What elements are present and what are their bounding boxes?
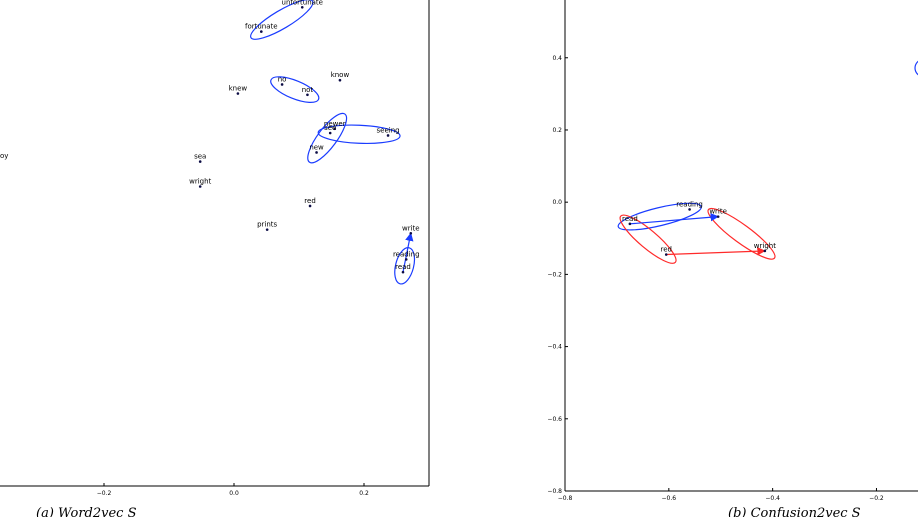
- point-fortunate: [260, 30, 263, 33]
- word-label-unfortunate: unfortunate: [282, 0, 323, 6]
- word-label-wright: wright: [754, 242, 776, 250]
- word-label-not: not: [302, 86, 314, 94]
- point-write: [409, 231, 413, 235]
- x-tick-label: −0.8: [558, 495, 573, 502]
- word-label-new: new: [309, 143, 324, 151]
- point-reading: [688, 208, 691, 211]
- cluster-ellipse: [307, 112, 348, 164]
- word-label-truncated: oy: [0, 152, 8, 160]
- y-tick-label: 0.0: [552, 199, 562, 206]
- point-see: [328, 131, 332, 135]
- word-label-sea: sea: [194, 153, 206, 161]
- point-read: [628, 222, 632, 226]
- cluster-ellipse: [250, 0, 314, 40]
- x-tick-label: −0.6: [662, 495, 677, 502]
- y-tick-label: −0.8: [547, 488, 562, 495]
- point-reading: [404, 258, 408, 261]
- x-tick-label: −0.2: [97, 490, 112, 497]
- y-tick-label: 0.2: [552, 127, 562, 134]
- cluster-ellipse-partial: [914, 60, 918, 76]
- y-tick-label: −0.6: [547, 416, 562, 423]
- x-tick-label: 0.0: [229, 490, 239, 497]
- point-newer: [333, 127, 337, 131]
- word-label-reading: reading: [393, 250, 420, 258]
- panel-confusion2vec: −0.8 −0.6 −0.4 −0.2 0.4 0.2 0.0 −0.2 −0.4 −0.6 −0.…: [547, 0, 918, 517]
- word-label-newer: newer: [324, 120, 346, 128]
- x-tick-label: −0.2: [869, 495, 884, 502]
- cluster-ellipse: [617, 202, 702, 231]
- word-label-wright: wright: [189, 178, 211, 186]
- point-unfortunate: [300, 5, 304, 9]
- x-tick-label: 0.2: [359, 490, 369, 497]
- word-label-read: read: [622, 215, 638, 223]
- point-knew: [236, 92, 240, 95]
- point-read: [401, 270, 405, 274]
- cluster-ellipse: [394, 247, 416, 285]
- arrow-red-to-wright: [666, 246, 766, 256]
- word-label-read: read: [395, 263, 411, 271]
- word-label-prints: prints: [257, 221, 277, 229]
- cluster-ellipse: [707, 207, 776, 260]
- word-label-red: red: [304, 197, 315, 205]
- word-label-red: red: [660, 246, 671, 254]
- caption-a: (a) Word2vec S: [36, 506, 137, 517]
- point-red: [308, 204, 312, 208]
- word-label-knew: knew: [229, 85, 248, 93]
- panel-word2vec: −0.2 0.0 0.2 unfortunate fortunate know knew n…: [0, 0, 430, 517]
- arrow-read-to-write: [402, 232, 414, 273]
- point-wright: [198, 185, 202, 188]
- word-label-fortunate: fortunate: [245, 23, 278, 31]
- point-wright: [763, 249, 767, 253]
- point-red: [664, 253, 668, 256]
- word-label-no: no: [278, 75, 287, 83]
- cluster-ellipse: [619, 214, 677, 264]
- word-label-see: see: [324, 124, 336, 132]
- cluster-ellipse: [270, 76, 320, 103]
- cluster-ellipse: [317, 124, 401, 145]
- y-tick-label: −0.2: [547, 271, 562, 278]
- point-sea: [198, 160, 202, 163]
- point-new: [315, 151, 318, 154]
- word-label-know: know: [331, 71, 350, 79]
- point-no: [280, 83, 284, 86]
- word-label-write: write: [402, 224, 420, 232]
- arrow-read-to-write: [629, 213, 719, 225]
- point-not: [306, 93, 309, 97]
- word-label-reading: reading: [676, 200, 703, 208]
- point-seeing: [386, 134, 390, 137]
- caption-b: (b) Confusion2vec S: [728, 506, 861, 517]
- y-tick-label: 0.4: [552, 55, 562, 62]
- word-label-write: write: [709, 208, 727, 216]
- x-tick-label: −0.4: [765, 495, 780, 502]
- point-prints: [265, 228, 269, 231]
- y-tick-label: −0.4: [547, 344, 562, 351]
- point-write: [716, 215, 720, 218]
- point-know: [338, 78, 342, 82]
- word-label-seeing: seeing: [377, 126, 400, 134]
